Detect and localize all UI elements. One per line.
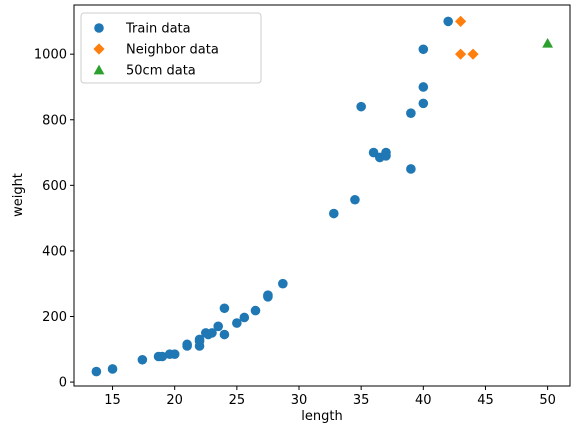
y-tick-label: 400 (42, 244, 67, 259)
y-tick-label: 0 (59, 376, 67, 391)
y-tick-label: 800 (42, 113, 67, 128)
x-tick-label: 30 (291, 393, 308, 408)
series-0 (91, 16, 453, 377)
data-point (219, 303, 230, 314)
series-1 (455, 15, 479, 60)
x-tick-label: 50 (539, 393, 556, 408)
data-point (356, 101, 366, 112)
data-marks (91, 15, 554, 377)
x-tick-label: 15 (104, 393, 121, 408)
x-tick-label: 45 (477, 393, 494, 408)
data-point (107, 364, 118, 374)
legend: Train data Neighbor data 50cm data (80, 12, 262, 84)
plot-frame (73, 4, 571, 387)
legend-marker (93, 64, 105, 75)
data-point (406, 108, 416, 119)
data-point (157, 351, 168, 362)
y-tick-label: 600 (42, 179, 67, 194)
data-point (207, 328, 217, 338)
data-point (418, 44, 429, 55)
legend-marker (93, 43, 105, 55)
y-axis-ticks: 0 200 400 600 800 1000 (34, 48, 74, 391)
data-point (455, 15, 467, 27)
x-axis-label: length (301, 409, 342, 424)
data-point (350, 194, 360, 205)
x-tick-label: 20 (166, 393, 183, 408)
legend-box (80, 12, 262, 84)
data-point (455, 48, 467, 60)
data-point (381, 147, 391, 158)
legend-item: Train data (94, 22, 191, 37)
data-point (418, 98, 429, 109)
y-tick-label: 1000 (34, 48, 67, 63)
legend-item: Neighbor data (93, 43, 219, 58)
data-point (169, 349, 180, 359)
data-point (467, 48, 479, 60)
data-point (418, 82, 429, 92)
data-point (278, 278, 288, 289)
legend-item: 50cm data (93, 64, 196, 79)
legend-marker (94, 23, 104, 33)
data-point (219, 329, 230, 340)
x-tick-label: 35 (353, 393, 370, 408)
data-point (213, 321, 224, 332)
legend-label: Train data (125, 22, 191, 37)
data-point (91, 366, 102, 377)
data-point (443, 16, 453, 27)
series-2 (542, 37, 554, 48)
data-point (542, 37, 554, 48)
data-point (232, 318, 242, 328)
x-tick-label: 40 (415, 393, 432, 408)
data-point (137, 354, 148, 365)
data-point (239, 312, 250, 323)
x-tick-label: 25 (229, 393, 246, 408)
x-axis-ticks: 15 20 25 30 35 40 45 50 (104, 386, 556, 408)
data-point (250, 305, 261, 316)
data-point (329, 208, 339, 219)
data-point (406, 164, 416, 174)
y-axis-label: weight (11, 173, 26, 217)
legend-label: 50cm data (126, 64, 196, 79)
data-point (194, 336, 205, 346)
data-point (182, 339, 192, 350)
data-point (263, 290, 273, 300)
legend-label: Neighbor data (126, 43, 219, 58)
y-tick-label: 200 (42, 310, 67, 325)
